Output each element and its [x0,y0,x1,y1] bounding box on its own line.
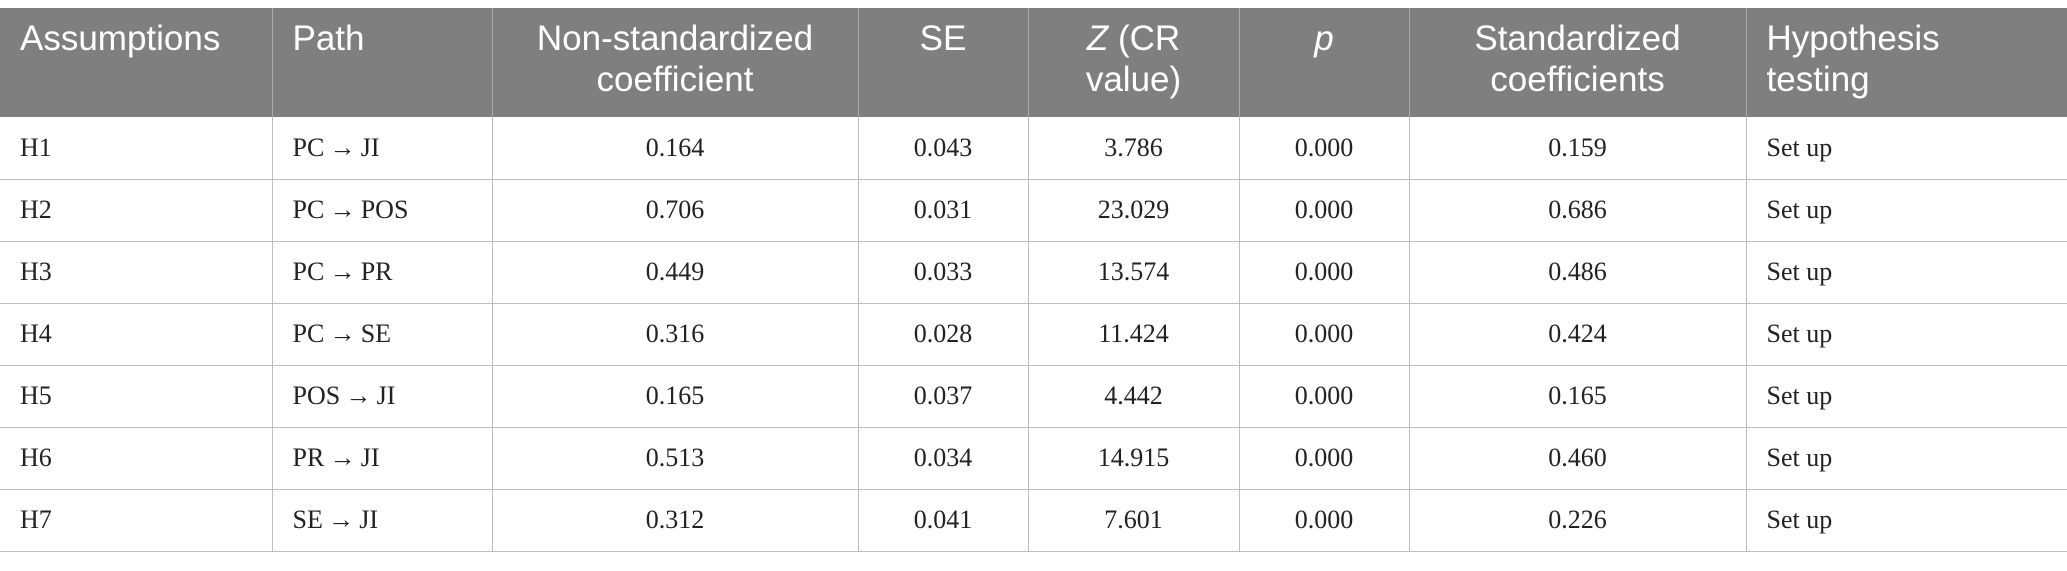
header-assumptions-label: Assumptions [20,19,221,58]
header-z-rest: (CR [1108,19,1181,58]
cell-se: 0.043 [857,117,1028,180]
cell-z: 11.424 [1027,303,1239,366]
cell-nonstd: 0.316 [491,303,858,366]
header-nonstandardized-coefficient: Non-standardized coefficient [491,8,858,117]
cell-hypothesis: Set up [1745,365,2067,428]
cell-assumption: H1 [0,117,272,180]
header-nonstd-line1: Non-standardized [536,19,814,58]
cell-path: PC → PR [271,241,492,304]
cell-assumption: H5 [0,365,272,428]
cell-assumption: H2 [0,179,272,242]
header-hyp-line1: Hypothesis [1766,19,1940,58]
cell-path: SE → JI [271,489,492,552]
table-row: H3 PC → PR 0.449 0.033 13.574 0.000 0.48… [0,241,2067,304]
table-header: Assumptions Path Non-standardized coeffi… [0,8,2067,117]
cell-hypothesis: Set up [1745,179,2067,242]
cell-path: PC → SE [271,303,492,366]
cell-assumption: H4 [0,303,272,366]
cell-p: 0.000 [1238,179,1409,242]
cell-assumption: H7 [0,489,272,552]
cell-se: 0.041 [857,489,1028,552]
header-z-line2: value) [1085,60,1182,99]
header-std-line2: coefficients [1490,60,1665,99]
cell-hypothesis: Set up [1745,489,2067,552]
cell-nonstd: 0.165 [491,365,858,428]
cell-nonstd: 0.312 [491,489,858,552]
cell-assumption: H3 [0,241,272,304]
results-table-container: Assumptions Path Non-standardized coeffi… [0,8,2067,552]
header-se-label: SE [919,19,967,58]
header-standardized-coefficients: Standardized coefficients [1408,8,1746,117]
cell-p: 0.000 [1238,365,1409,428]
cell-hypothesis: Set up [1745,241,2067,304]
header-hypothesis-testing: Hypothesis testing [1745,8,2067,117]
cell-std: 0.686 [1408,179,1746,242]
header-assumptions: Assumptions [0,8,272,117]
cell-se: 0.033 [857,241,1028,304]
cell-path: PC → JI [271,117,492,180]
table-row: H2 PC → POS 0.706 0.031 23.029 0.000 0.6… [0,179,2067,242]
cell-nonstd: 0.449 [491,241,858,304]
cell-hypothesis: Set up [1745,117,2067,180]
header-hyp-line2: testing [1766,60,1870,99]
cell-se: 0.031 [857,179,1028,242]
cell-hypothesis: Set up [1745,427,2067,490]
header-z-italic: Z [1086,19,1109,58]
cell-p: 0.000 [1238,489,1409,552]
header-p-label: p [1314,19,1334,58]
cell-se: 0.034 [857,427,1028,490]
cell-hypothesis: Set up [1745,303,2067,366]
header-row: Assumptions Path Non-standardized coeffi… [0,8,2067,117]
cell-p: 0.000 [1238,427,1409,490]
cell-z: 23.029 [1027,179,1239,242]
cell-z: 13.574 [1027,241,1239,304]
cell-std: 0.165 [1408,365,1746,428]
cell-nonstd: 0.513 [491,427,858,490]
cell-assumption: H6 [0,427,272,490]
cell-std: 0.159 [1408,117,1746,180]
cell-se: 0.028 [857,303,1028,366]
table-row: H4 PC → SE 0.316 0.028 11.424 0.000 0.42… [0,303,2067,366]
cell-std: 0.460 [1408,427,1746,490]
cell-p: 0.000 [1238,241,1409,304]
table-row: H1 PC → JI 0.164 0.043 3.786 0.000 0.159… [0,117,2067,180]
cell-std: 0.486 [1408,241,1746,304]
cell-p: 0.000 [1238,303,1409,366]
table-row: H7 SE → JI 0.312 0.041 7.601 0.000 0.226… [0,489,2067,552]
header-path: Path [271,8,492,117]
header-p: p [1238,8,1409,117]
table-body: H1 PC → JI 0.164 0.043 3.786 0.000 0.159… [0,117,2067,552]
header-nonstd-line2: coefficient [596,60,754,99]
header-z-cr-value: Z (CR value) [1027,8,1239,117]
cell-z: 7.601 [1027,489,1239,552]
table-row: H6 PR → JI 0.513 0.034 14.915 0.000 0.46… [0,427,2067,490]
header-path-label: Path [292,19,365,58]
cell-path: POS → JI [271,365,492,428]
cell-path: PR → JI [271,427,492,490]
cell-z: 14.915 [1027,427,1239,490]
cell-nonstd: 0.706 [491,179,858,242]
cell-z: 4.442 [1027,365,1239,428]
cell-nonstd: 0.164 [491,117,858,180]
header-se: SE [857,8,1028,117]
cell-std: 0.424 [1408,303,1746,366]
cell-std: 0.226 [1408,489,1746,552]
cell-path: PC → POS [271,179,492,242]
cell-se: 0.037 [857,365,1028,428]
cell-p: 0.000 [1238,117,1409,180]
path-coefficients-table: Assumptions Path Non-standardized coeffi… [0,8,2067,552]
table-row: H5 POS → JI 0.165 0.037 4.442 0.000 0.16… [0,365,2067,428]
header-std-line1: Standardized [1474,19,1681,58]
cell-z: 3.786 [1027,117,1239,180]
